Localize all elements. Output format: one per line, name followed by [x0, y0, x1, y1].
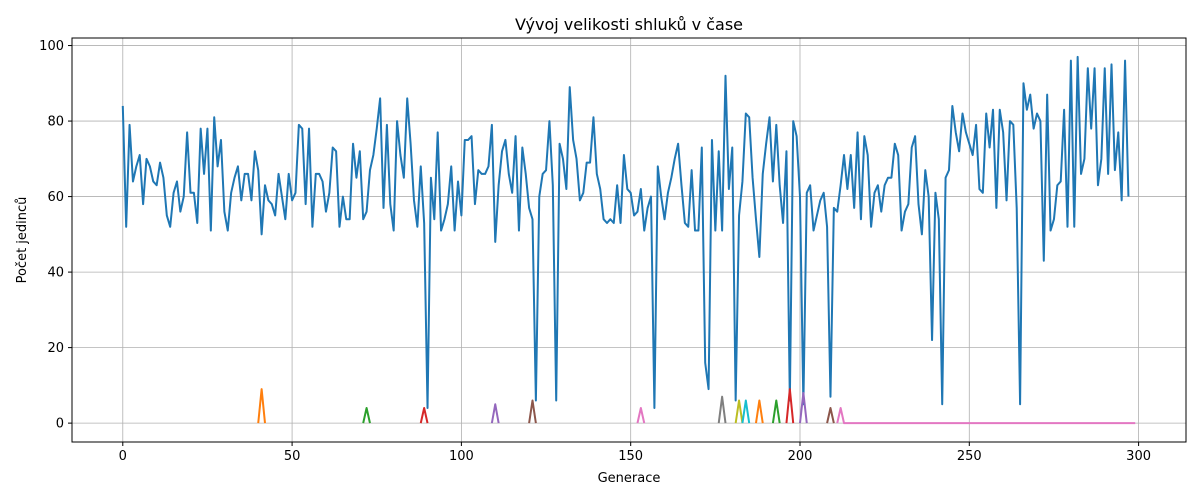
x-tick-label: 200	[788, 449, 813, 464]
series-line-8	[734, 399, 744, 424]
plot-frame	[71, 37, 1187, 443]
series-line-14	[826, 407, 835, 424]
x-tick-label: 150	[618, 449, 643, 464]
series-line-5	[528, 399, 537, 424]
y-tick-label: 80	[47, 115, 64, 130]
y-tick-label: 0	[56, 417, 64, 432]
series-line-4	[490, 403, 500, 424]
x-axis-label: Generace	[598, 471, 661, 486]
y-tick-label: 60	[47, 190, 64, 205]
series-line-2	[362, 407, 371, 424]
series-line-15	[836, 407, 1136, 425]
x-tick-label: 250	[957, 449, 982, 464]
series-lines	[121, 55, 1136, 425]
chart-title: Vývoj velikosti shluků v čase	[515, 15, 743, 34]
series-line-7	[717, 395, 727, 424]
axis-ticks: 0 50 100 150 200 250 300 0 20 40 60 80 100	[39, 39, 1151, 464]
x-tick-label: 100	[449, 449, 474, 464]
series-line-12	[785, 388, 795, 424]
series-line-6	[636, 407, 646, 424]
x-tick-label: 300	[1126, 449, 1151, 464]
y-axis-label: Počet jedinců	[15, 197, 30, 284]
y-tick-label: 40	[47, 266, 64, 281]
series-line-10	[754, 399, 764, 424]
series-line-1	[257, 388, 266, 424]
series-line-0	[121, 55, 1130, 410]
x-tick-label: 0	[119, 449, 127, 464]
x-tick-label: 50	[284, 449, 301, 464]
y-tick-label: 100	[39, 39, 64, 54]
series-line-13	[798, 391, 808, 424]
y-tick-label: 20	[47, 341, 64, 356]
series-line-3	[419, 407, 429, 424]
series-line-9	[741, 399, 751, 424]
series-line-11	[771, 399, 781, 424]
